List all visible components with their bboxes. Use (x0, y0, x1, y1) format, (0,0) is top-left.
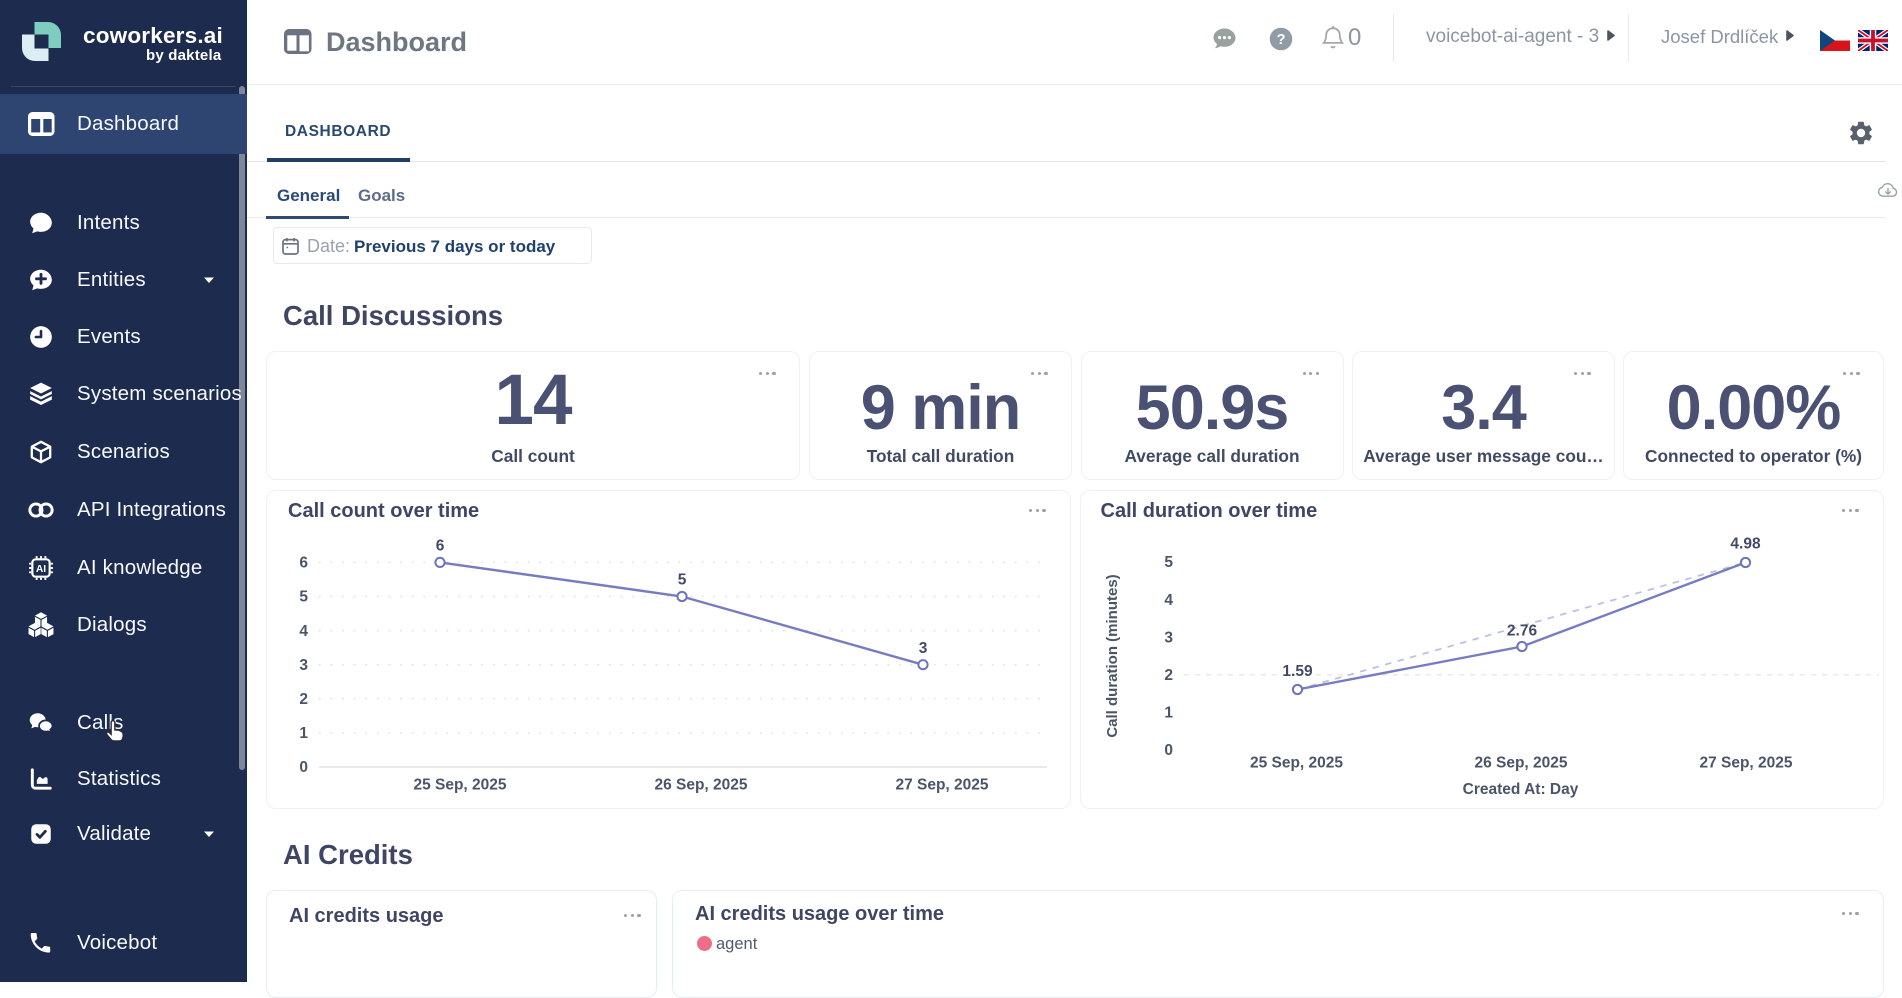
svg-text:27 Sep, 2025: 27 Sep, 2025 (895, 777, 988, 794)
svg-text:1: 1 (299, 725, 308, 742)
svg-text:0: 0 (1164, 742, 1173, 759)
svg-text:2: 2 (1164, 667, 1173, 684)
svg-text:5: 5 (678, 572, 687, 589)
svg-text:6: 6 (299, 555, 308, 572)
svg-text:Call duration (minutes): Call duration (minutes) (1104, 574, 1121, 737)
svg-text:5: 5 (1164, 554, 1173, 571)
svg-text:25 Sep, 2025: 25 Sep, 2025 (413, 777, 506, 794)
svg-text:2.76: 2.76 (1506, 623, 1537, 640)
svg-text:AI: AI (36, 563, 46, 574)
svg-text:3: 3 (919, 640, 928, 657)
svg-text:1: 1 (1164, 705, 1173, 722)
svg-text:5: 5 (299, 589, 308, 606)
svg-text:4: 4 (1164, 592, 1173, 609)
svg-text:4.98: 4.98 (1730, 536, 1761, 553)
svg-text:27 Sep, 2025: 27 Sep, 2025 (1699, 755, 1792, 772)
svg-text:4: 4 (299, 623, 308, 640)
svg-text:3: 3 (1164, 629, 1173, 646)
svg-text:6: 6 (436, 538, 445, 555)
svg-text:1.59: 1.59 (1282, 663, 1313, 680)
svg-text:0: 0 (299, 759, 308, 776)
svg-text:25 Sep, 2025: 25 Sep, 2025 (1249, 755, 1342, 772)
svg-text:?: ? (1277, 32, 1286, 48)
svg-text:3: 3 (299, 657, 308, 674)
svg-text:26 Sep, 2025: 26 Sep, 2025 (654, 777, 747, 794)
svg-text:2: 2 (299, 691, 308, 708)
svg-text:26 Sep, 2025: 26 Sep, 2025 (1474, 755, 1567, 772)
svg-text:Created At: Day: Created At: Day (1462, 781, 1578, 798)
